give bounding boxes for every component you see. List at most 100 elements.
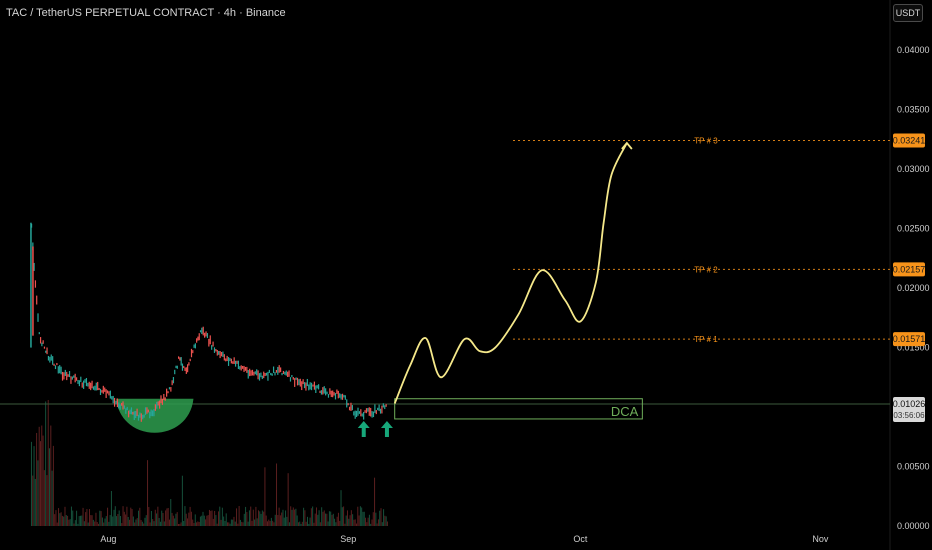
candle: [226, 355, 228, 362]
volume-bar: [199, 516, 201, 526]
candle: [187, 364, 189, 373]
volume-bar: [105, 516, 107, 526]
candle: [70, 376, 72, 384]
volume-bar: [130, 507, 132, 526]
volume-bar: [216, 523, 218, 526]
candle: [167, 391, 169, 394]
candle: [268, 369, 270, 373]
candle: [184, 367, 186, 371]
candle: [229, 357, 231, 362]
candle: [227, 357, 230, 366]
candle: [211, 345, 213, 350]
volume-bar: [314, 513, 316, 526]
x-tick-label: Aug: [100, 534, 116, 544]
candle: [80, 376, 82, 383]
candle: [75, 377, 78, 381]
candle: [170, 387, 172, 392]
volume-bar: [380, 508, 382, 526]
candle: [310, 382, 313, 391]
volume-bar: [185, 513, 187, 526]
volume-bar: [247, 521, 249, 526]
candle: [126, 406, 128, 411]
volume-bar: [283, 517, 285, 526]
volume-bar: [140, 519, 142, 526]
candle: [365, 408, 368, 414]
candle: [267, 371, 269, 381]
candle: [161, 398, 164, 405]
candle: [341, 393, 344, 400]
volume-bar: [297, 522, 299, 526]
candle: [113, 397, 116, 407]
candle: [316, 385, 318, 389]
target-price-badge: [893, 133, 925, 148]
candle: [136, 408, 138, 417]
volume-bar: [318, 510, 320, 526]
volume-bar: [205, 519, 207, 526]
volume-bar: [386, 521, 388, 526]
volume-bar: [85, 512, 87, 526]
volume-bar: [236, 508, 238, 526]
volume-bar: [322, 511, 324, 526]
candle: [115, 400, 117, 405]
target-name-label: TP # 3: [694, 136, 718, 145]
volume-bar: [358, 515, 360, 526]
volume-bar: [296, 515, 298, 526]
volume-bar: [250, 506, 252, 526]
candle: [156, 401, 158, 409]
volume-bar: [368, 514, 370, 526]
candle: [149, 411, 151, 419]
candle: [32, 242, 34, 251]
candle: [299, 378, 301, 387]
volume-bar: [356, 523, 357, 526]
candle: [139, 412, 141, 418]
volume-bar: [220, 519, 222, 526]
candle: [375, 410, 377, 415]
candle: [68, 371, 71, 378]
volume-bar: [243, 513, 245, 526]
candle: [363, 411, 365, 420]
candle: [36, 295, 38, 305]
candle: [254, 371, 256, 375]
volume-bar: [139, 507, 141, 526]
candle: [97, 381, 99, 391]
candle: [385, 404, 387, 407]
candle: [333, 392, 335, 396]
volume-bar: [343, 506, 345, 526]
candle: [84, 379, 86, 383]
volume-bar: [217, 511, 219, 526]
volume-bar: [255, 506, 257, 526]
volume-bar: [91, 515, 93, 526]
candle: [250, 370, 252, 376]
candle: [303, 382, 306, 389]
volume-bar: [183, 520, 185, 526]
candle: [91, 380, 93, 389]
candle: [192, 350, 194, 354]
volume-bar: [330, 511, 332, 526]
volume-bar: [193, 522, 195, 526]
volume-bar: [174, 518, 176, 526]
candle: [239, 366, 241, 370]
volume-bar: [104, 518, 106, 526]
volume-bar: [56, 522, 58, 526]
candle: [174, 369, 176, 375]
volume-bar: [352, 514, 354, 526]
volume-bar: [43, 470, 45, 526]
candle: [175, 365, 177, 369]
volume-bar: [276, 463, 278, 526]
volume-bar: [159, 521, 161, 526]
volume-bar: [69, 519, 71, 526]
volume-bar: [89, 509, 90, 526]
volume-bar: [270, 517, 272, 526]
volume-bar: [94, 521, 96, 526]
candle: [163, 393, 165, 400]
candle: [74, 373, 76, 383]
candle: [206, 333, 209, 339]
candle: [301, 381, 303, 391]
candle: [137, 414, 140, 421]
volume-bar: [79, 515, 81, 526]
candle: [356, 410, 358, 418]
volume-bar: [37, 460, 39, 526]
currency-unit-button[interactable]: USDT: [893, 4, 923, 22]
volume-bar: [110, 490, 112, 526]
